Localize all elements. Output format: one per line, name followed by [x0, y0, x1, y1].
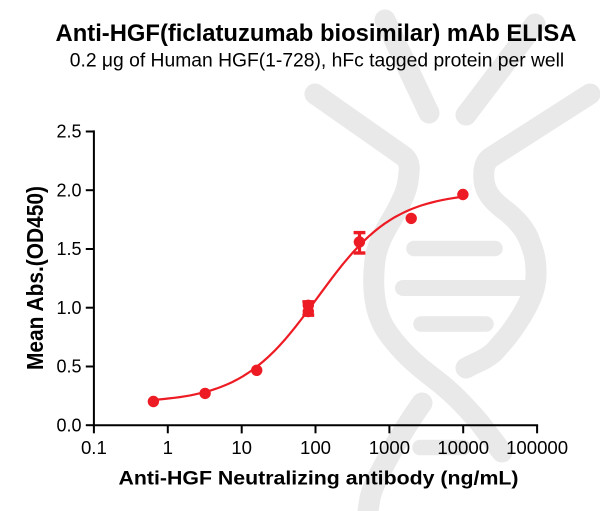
svg-text:0.1: 0.1: [81, 437, 107, 458]
svg-text:1000: 1000: [369, 437, 410, 458]
svg-text:0.5: 0.5: [56, 357, 81, 377]
svg-text:1.5: 1.5: [56, 239, 81, 259]
svg-text:Mean Abs.(OD450): Mean Abs.(OD450): [22, 186, 48, 370]
svg-text:1: 1: [163, 437, 173, 458]
svg-text:100000: 100000: [506, 437, 568, 458]
svg-text:100: 100: [300, 437, 331, 458]
svg-text:1.0: 1.0: [56, 298, 81, 318]
svg-text:0.2 μg of Human HGF(1-728), hF: 0.2 μg of Human HGF(1-728), hFc tagged p…: [70, 51, 564, 72]
svg-text:Anti-HGF Neutralizing antibody: Anti-HGF Neutralizing antibody (ng/mL): [119, 468, 519, 490]
svg-text:10: 10: [231, 437, 252, 458]
svg-text:2.0: 2.0: [56, 180, 81, 200]
svg-text:2.5: 2.5: [56, 122, 81, 142]
svg-text:Anti-HGF(ficlatuzumab biosimil: Anti-HGF(ficlatuzumab biosimilar) mAb EL…: [56, 20, 577, 47]
svg-text:0.0: 0.0: [56, 415, 81, 435]
svg-text:10000: 10000: [437, 437, 489, 458]
